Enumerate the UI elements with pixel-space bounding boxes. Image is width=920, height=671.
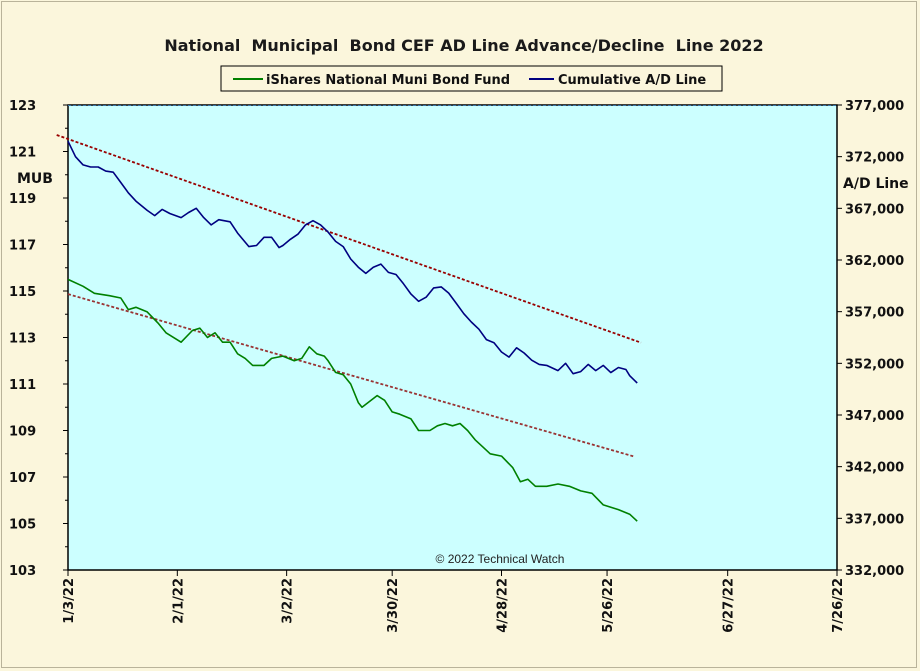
legend: iShares National Muni Bond Fund Cumulati…: [220, 65, 723, 92]
left-tick-label: 109: [9, 425, 36, 440]
left-tick-label: 111: [9, 378, 36, 393]
x-tick-label: 7/26/22: [831, 578, 846, 633]
upper-trendline: [56, 134, 642, 344]
right-tick-label: 372,000: [845, 151, 904, 166]
left-tick-label: 115: [9, 285, 36, 300]
series-lines: [67, 140, 638, 522]
left-tick-label: 103: [9, 564, 36, 579]
lower-trendline: [67, 293, 634, 458]
left-tick-label: 107: [9, 471, 36, 486]
right-tick-label: 377,000: [845, 99, 904, 114]
right-tick-label: 347,000: [845, 409, 904, 424]
left-tick-label: 123: [9, 99, 36, 114]
axes: 103 105 107 109 111 113 115 117 119 121 123 332,000…: [9, 99, 904, 633]
right-axis-title: A/D Line: [843, 176, 909, 192]
x-tick-label: 1/3/22: [62, 578, 77, 624]
legend-label-ad: Cumulative A/D Line: [558, 73, 706, 88]
right-tick-label: 352,000: [845, 357, 904, 372]
x-tick-label: 3/2/22: [281, 578, 296, 624]
copyright-annotation: © 2022 Technical Watch: [436, 552, 565, 566]
left-tick-label: 119: [9, 192, 36, 207]
x-tick-label: 3/30/22: [386, 578, 401, 633]
plot-area: [67, 104, 838, 571]
right-tick-label: 337,000: [845, 512, 904, 527]
series-line-mub: [67, 278, 638, 522]
left-tick-label: 105: [9, 518, 36, 533]
x-tick-label: 4/28/22: [496, 578, 511, 633]
x-tick-label: 5/26/22: [601, 578, 616, 633]
trendlines: [56, 134, 642, 458]
right-tick-label: 342,000: [845, 461, 904, 476]
series-line-ad: [67, 140, 638, 384]
x-tick-label: 6/27/22: [722, 578, 737, 633]
right-tick-label: 332,000: [845, 564, 904, 579]
right-tick-label: 357,000: [845, 306, 904, 321]
x-tick-label: 2/1/22: [171, 578, 186, 624]
left-tick-label: 117: [9, 239, 36, 254]
left-tick-label: 121: [9, 146, 36, 161]
legend-label-mub: iShares National Muni Bond Fund: [266, 73, 510, 88]
right-tick-label: 362,000: [845, 254, 904, 269]
right-tick-label: 367,000: [845, 202, 904, 217]
left-axis-title: MUB: [17, 171, 53, 187]
left-tick-label: 113: [9, 332, 36, 347]
chart-title: National Municipal Bond CEF AD Line Adva…: [164, 36, 763, 55]
